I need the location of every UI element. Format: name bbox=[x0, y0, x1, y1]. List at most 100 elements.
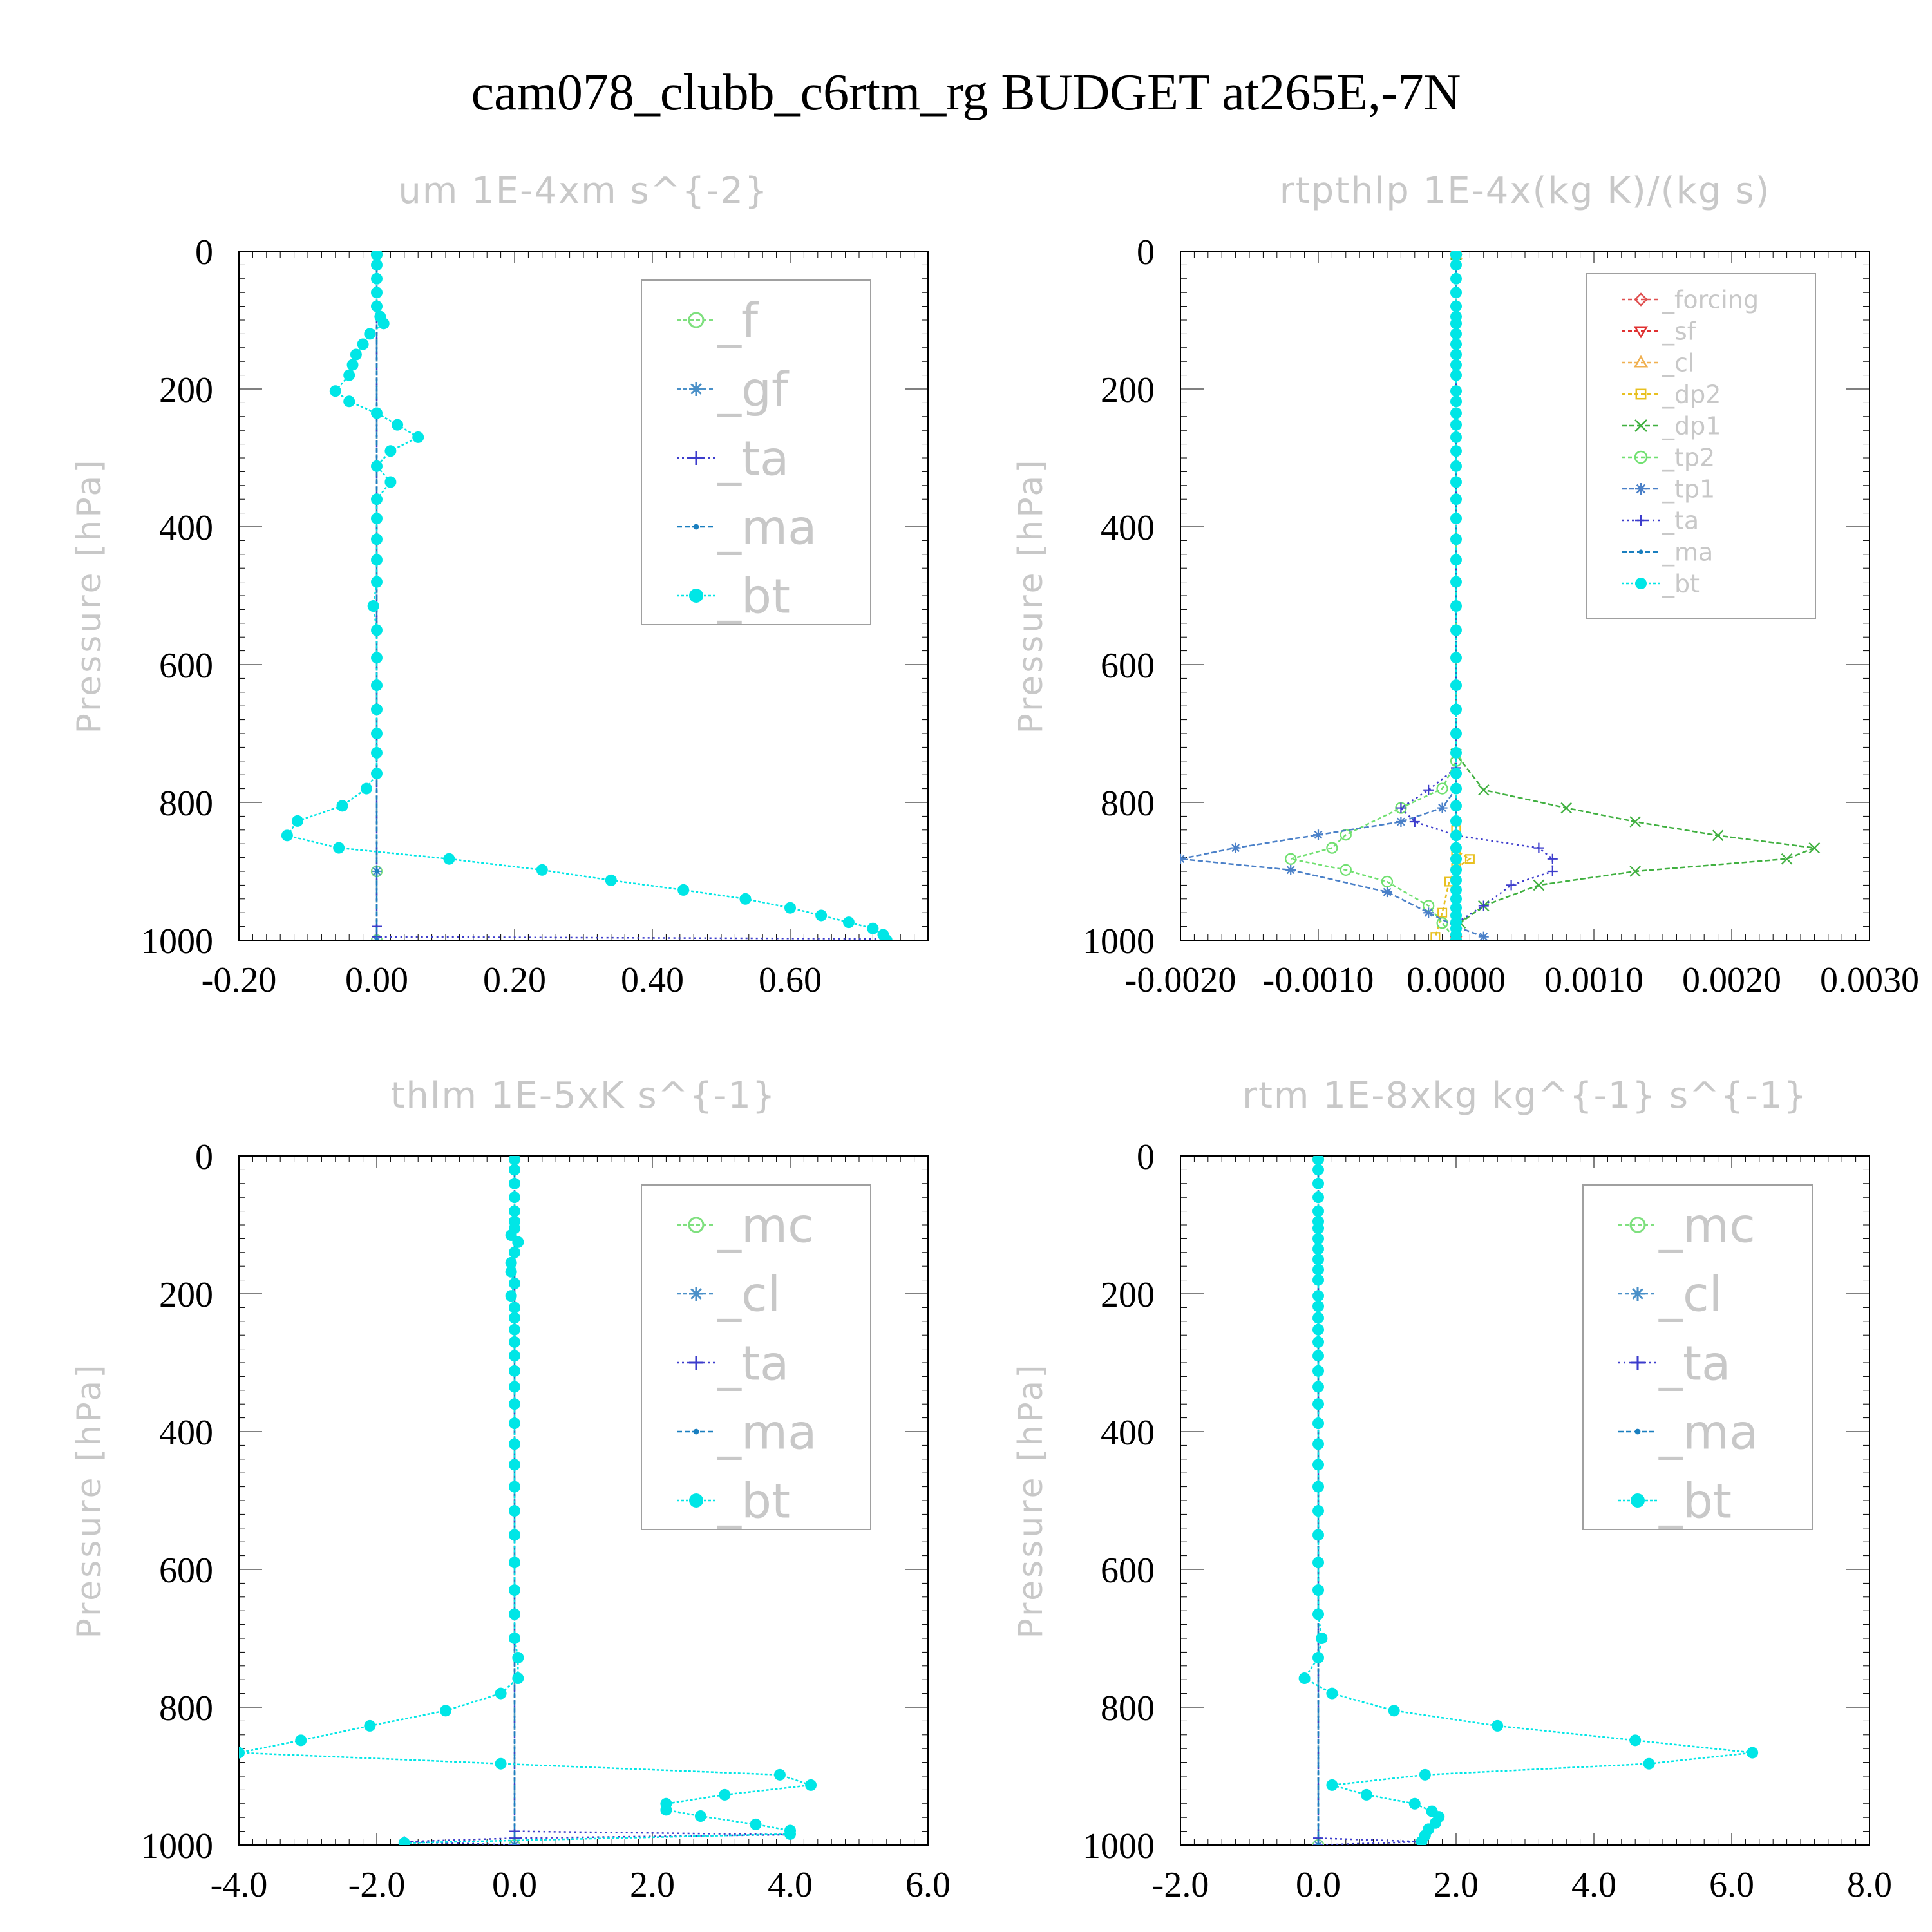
data-point bbox=[505, 1256, 517, 1269]
data-point bbox=[739, 893, 752, 905]
y-tick-label: 0 bbox=[195, 232, 213, 272]
y-tick-label: 400 bbox=[159, 1413, 213, 1453]
legend-marker bbox=[1633, 355, 1649, 368]
legend-item-cl: _cl bbox=[1622, 349, 1694, 377]
data-point bbox=[398, 1837, 410, 1845]
data-point bbox=[512, 1842, 517, 1845]
data-point bbox=[343, 395, 355, 408]
data-point bbox=[1450, 815, 1462, 827]
data-point bbox=[842, 916, 855, 929]
data-point bbox=[371, 272, 383, 285]
data-point bbox=[509, 1505, 520, 1517]
data-point bbox=[346, 359, 359, 371]
data-point bbox=[1312, 1529, 1324, 1541]
y-tick-label: 1000 bbox=[141, 922, 213, 961]
data-point bbox=[1423, 907, 1434, 918]
data-point bbox=[1312, 1156, 1324, 1166]
x-tick-label: 0.0010 bbox=[1544, 960, 1643, 1000]
data-point bbox=[509, 1633, 520, 1644]
data-point bbox=[1312, 1381, 1324, 1393]
data-point bbox=[512, 1651, 524, 1663]
chart-panel-3: thlm 1E-5xK s^{-1} Pressure [hPa] 0 200 400 6… bbox=[70, 1075, 951, 1905]
data-point bbox=[509, 1191, 520, 1204]
legend-item-bt: _bt bbox=[1622, 570, 1700, 598]
data-point bbox=[371, 728, 383, 739]
data-point bbox=[371, 624, 383, 636]
data-point bbox=[495, 1757, 507, 1770]
data-point bbox=[1340, 864, 1352, 876]
legend-box bbox=[1582, 1184, 1813, 1530]
data-point bbox=[1506, 880, 1517, 891]
data-point bbox=[1450, 874, 1462, 886]
data-point bbox=[1450, 460, 1462, 472]
data-point bbox=[1450, 328, 1462, 340]
legend-marker bbox=[1634, 292, 1648, 307]
data-point bbox=[1360, 1788, 1372, 1801]
plot-area bbox=[239, 1156, 817, 1845]
data-point bbox=[1230, 842, 1241, 853]
y-axis-label: Pressure [hPa] bbox=[70, 1363, 109, 1639]
legend-label: _bt bbox=[717, 569, 790, 625]
data-point bbox=[1298, 1672, 1311, 1685]
data-point bbox=[371, 493, 383, 506]
legend-marker bbox=[689, 382, 703, 396]
y-tick-label: 400 bbox=[1101, 508, 1155, 548]
legend-marker bbox=[1633, 326, 1649, 339]
data-point bbox=[1313, 829, 1323, 840]
legend-item-ma: _ma bbox=[677, 500, 817, 556]
data-point bbox=[1450, 431, 1462, 443]
data-point bbox=[1312, 1222, 1324, 1235]
data-point bbox=[1326, 842, 1338, 854]
legend-item-bt: _bt bbox=[677, 1474, 790, 1530]
data-point bbox=[509, 1417, 520, 1430]
y-tick-label: 600 bbox=[159, 1551, 213, 1591]
data-point bbox=[1388, 1705, 1400, 1717]
data-point bbox=[1408, 1797, 1421, 1810]
legend-label: _f bbox=[717, 294, 759, 349]
data-point bbox=[509, 1584, 520, 1596]
data-point bbox=[392, 419, 404, 431]
data-point bbox=[1450, 934, 1462, 940]
data-point bbox=[1450, 600, 1462, 612]
legend-item-cl: _cl bbox=[1618, 1267, 1722, 1323]
data-point bbox=[1312, 1233, 1324, 1245]
data-point bbox=[509, 1246, 520, 1258]
data-point bbox=[1450, 272, 1462, 285]
legend-item-ta: _ta bbox=[677, 1336, 789, 1392]
data-point bbox=[443, 853, 455, 865]
legend-marker bbox=[1631, 1356, 1645, 1370]
chart-panel-1: um 1E-4xm s^{-2} Pressure [hPa] 0 200 400 600… bbox=[70, 170, 929, 1000]
data-point bbox=[329, 385, 341, 397]
data-point bbox=[505, 1290, 517, 1302]
x-tick-label: -4.0 bbox=[211, 1865, 268, 1905]
data-point bbox=[1326, 1687, 1338, 1700]
y-tick-label: 200 bbox=[159, 1275, 213, 1315]
y-tick-label: 200 bbox=[1101, 1275, 1155, 1315]
data-point bbox=[1312, 1336, 1324, 1348]
legend-label: _ta bbox=[1662, 507, 1699, 535]
data-point bbox=[784, 1828, 796, 1840]
legend-label: _tp1 bbox=[1662, 475, 1715, 504]
data-point bbox=[1312, 1557, 1324, 1569]
data-point bbox=[1808, 842, 1821, 854]
data-point bbox=[1312, 1177, 1324, 1189]
y-tick-label: 800 bbox=[159, 784, 213, 824]
legend-item-ma: _ma bbox=[1622, 538, 1713, 567]
data-point bbox=[1747, 1747, 1759, 1759]
legend-marker bbox=[1635, 483, 1647, 495]
y-tick-label: 800 bbox=[159, 1689, 213, 1728]
data-point bbox=[1450, 554, 1462, 566]
legend-label: _dp1 bbox=[1662, 412, 1721, 440]
data-point bbox=[1312, 1438, 1324, 1450]
data-point bbox=[360, 782, 372, 795]
data-point bbox=[295, 1734, 307, 1747]
data-point bbox=[1316, 1633, 1328, 1644]
data-point bbox=[1381, 875, 1394, 888]
y-tick-label: 1000 bbox=[141, 1826, 213, 1866]
data-point bbox=[1450, 842, 1462, 854]
data-point bbox=[1437, 907, 1448, 918]
data-point bbox=[719, 1788, 731, 1801]
data-point bbox=[239, 1747, 245, 1759]
legend-label: _ta bbox=[717, 1336, 789, 1392]
